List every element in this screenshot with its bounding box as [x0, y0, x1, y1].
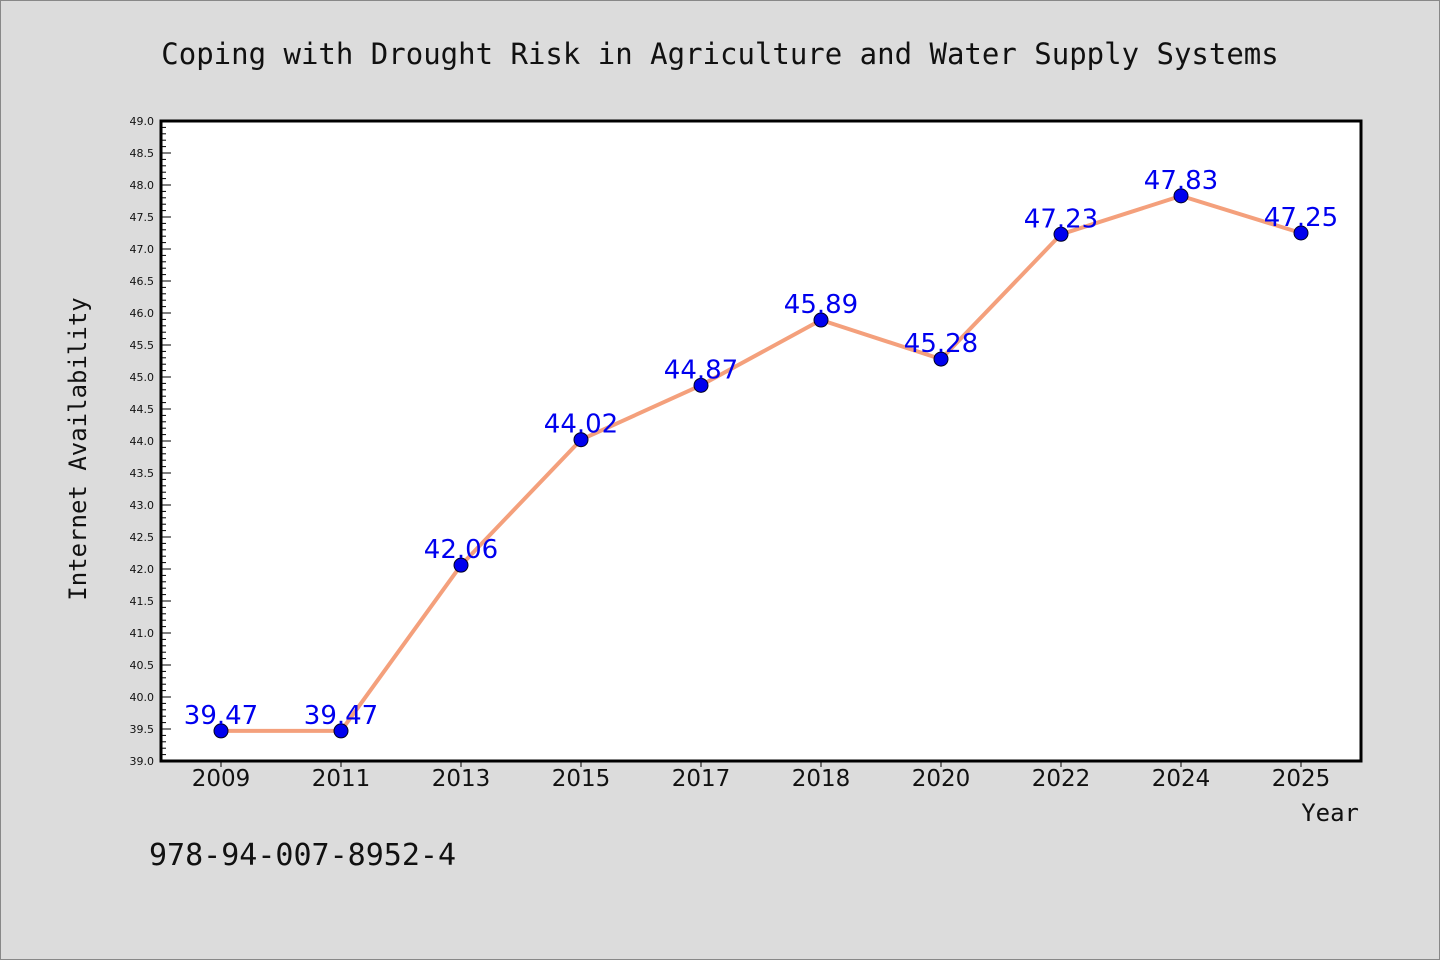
- data-labels: 39.47 39.47 42.06 44.02 44.87 45.89 45.28 47.23…: [184, 166, 1338, 731]
- x-axis-ticks: 2009 2011 2013 2015 2017 2018 2020 2022 2024 2025: [192, 761, 1331, 792]
- y-tick-label: 43.5: [130, 467, 155, 480]
- data-label: 47.23: [1024, 204, 1098, 234]
- x-tick-label: 2013: [432, 766, 491, 792]
- x-tick-label: 2017: [672, 766, 731, 792]
- y-tick-label: 39.5: [130, 723, 155, 736]
- x-axis-label: Year: [1301, 799, 1359, 827]
- data-point: [1053, 226, 1069, 242]
- data-label: 44.02: [544, 410, 618, 440]
- y-tick-label: 40.0: [130, 691, 155, 704]
- data-label: 44.87: [664, 355, 738, 385]
- y-tick-label: 42.0: [130, 563, 155, 576]
- y-tick-label: 41.5: [130, 595, 155, 608]
- x-tick-label: 2018: [792, 766, 851, 792]
- y-tick-label: 48.5: [130, 147, 155, 160]
- chart-title: Coping with Drought Risk in Agriculture …: [161, 37, 1278, 71]
- data-label: 47.83: [1144, 166, 1218, 196]
- data-label: 45.89: [784, 290, 858, 320]
- y-tick-label: 47.5: [130, 211, 155, 224]
- data-point: [1293, 225, 1309, 241]
- data-label: 45.28: [904, 329, 978, 359]
- data-point: [933, 351, 949, 367]
- plot-frame: [159, 119, 1363, 763]
- data-point: [813, 312, 829, 328]
- data-label: 39.47: [304, 701, 378, 731]
- x-tick-label: 2015: [552, 766, 611, 792]
- data-markers: [213, 188, 1309, 739]
- data-point: [333, 723, 349, 739]
- y-tick-label: 45.0: [130, 371, 155, 384]
- data-point: [453, 557, 469, 573]
- x-tick-label: 2020: [912, 766, 971, 792]
- data-label: 47.25: [1264, 203, 1338, 233]
- data-point: [213, 723, 229, 739]
- y-tick-label: 44.0: [130, 435, 155, 448]
- y-tick-label: 41.0: [130, 627, 155, 640]
- y-tick-label: 48.0: [130, 179, 155, 192]
- y-tick-label: 44.5: [130, 403, 155, 416]
- plot-area: [161, 121, 1361, 761]
- series-line: [219, 193, 1303, 733]
- y-tick-label: 47.0: [130, 243, 155, 256]
- x-tick-label: 2011: [312, 766, 371, 792]
- x-tick-label: 2009: [192, 766, 251, 792]
- series-line-group: [219, 193, 1303, 733]
- isbn-annotation: 978-94-007-8952-4: [149, 838, 456, 873]
- data-point: [1173, 188, 1189, 204]
- y-tick-label: 39.0: [130, 755, 155, 768]
- data-point: [573, 432, 589, 448]
- y-tick-label: 49.0: [130, 115, 155, 128]
- data-point: [693, 377, 709, 393]
- y-tick-label: 46.5: [130, 275, 155, 288]
- x-tick-label: 2022: [1032, 766, 1091, 792]
- y-axis-label: Internet Availability: [64, 297, 92, 600]
- y-tick-label: 43.0: [130, 499, 155, 512]
- x-tick-label: 2025: [1272, 766, 1331, 792]
- data-label: 42.06: [424, 535, 498, 565]
- y-tick-label: 46.0: [130, 307, 155, 320]
- y-tick-label: 40.5: [130, 659, 155, 672]
- data-label: 39.47: [184, 701, 258, 731]
- y-tick-label: 45.5: [130, 339, 155, 352]
- x-tick-label: 2024: [1152, 766, 1211, 792]
- y-tick-label: 42.5: [130, 531, 155, 544]
